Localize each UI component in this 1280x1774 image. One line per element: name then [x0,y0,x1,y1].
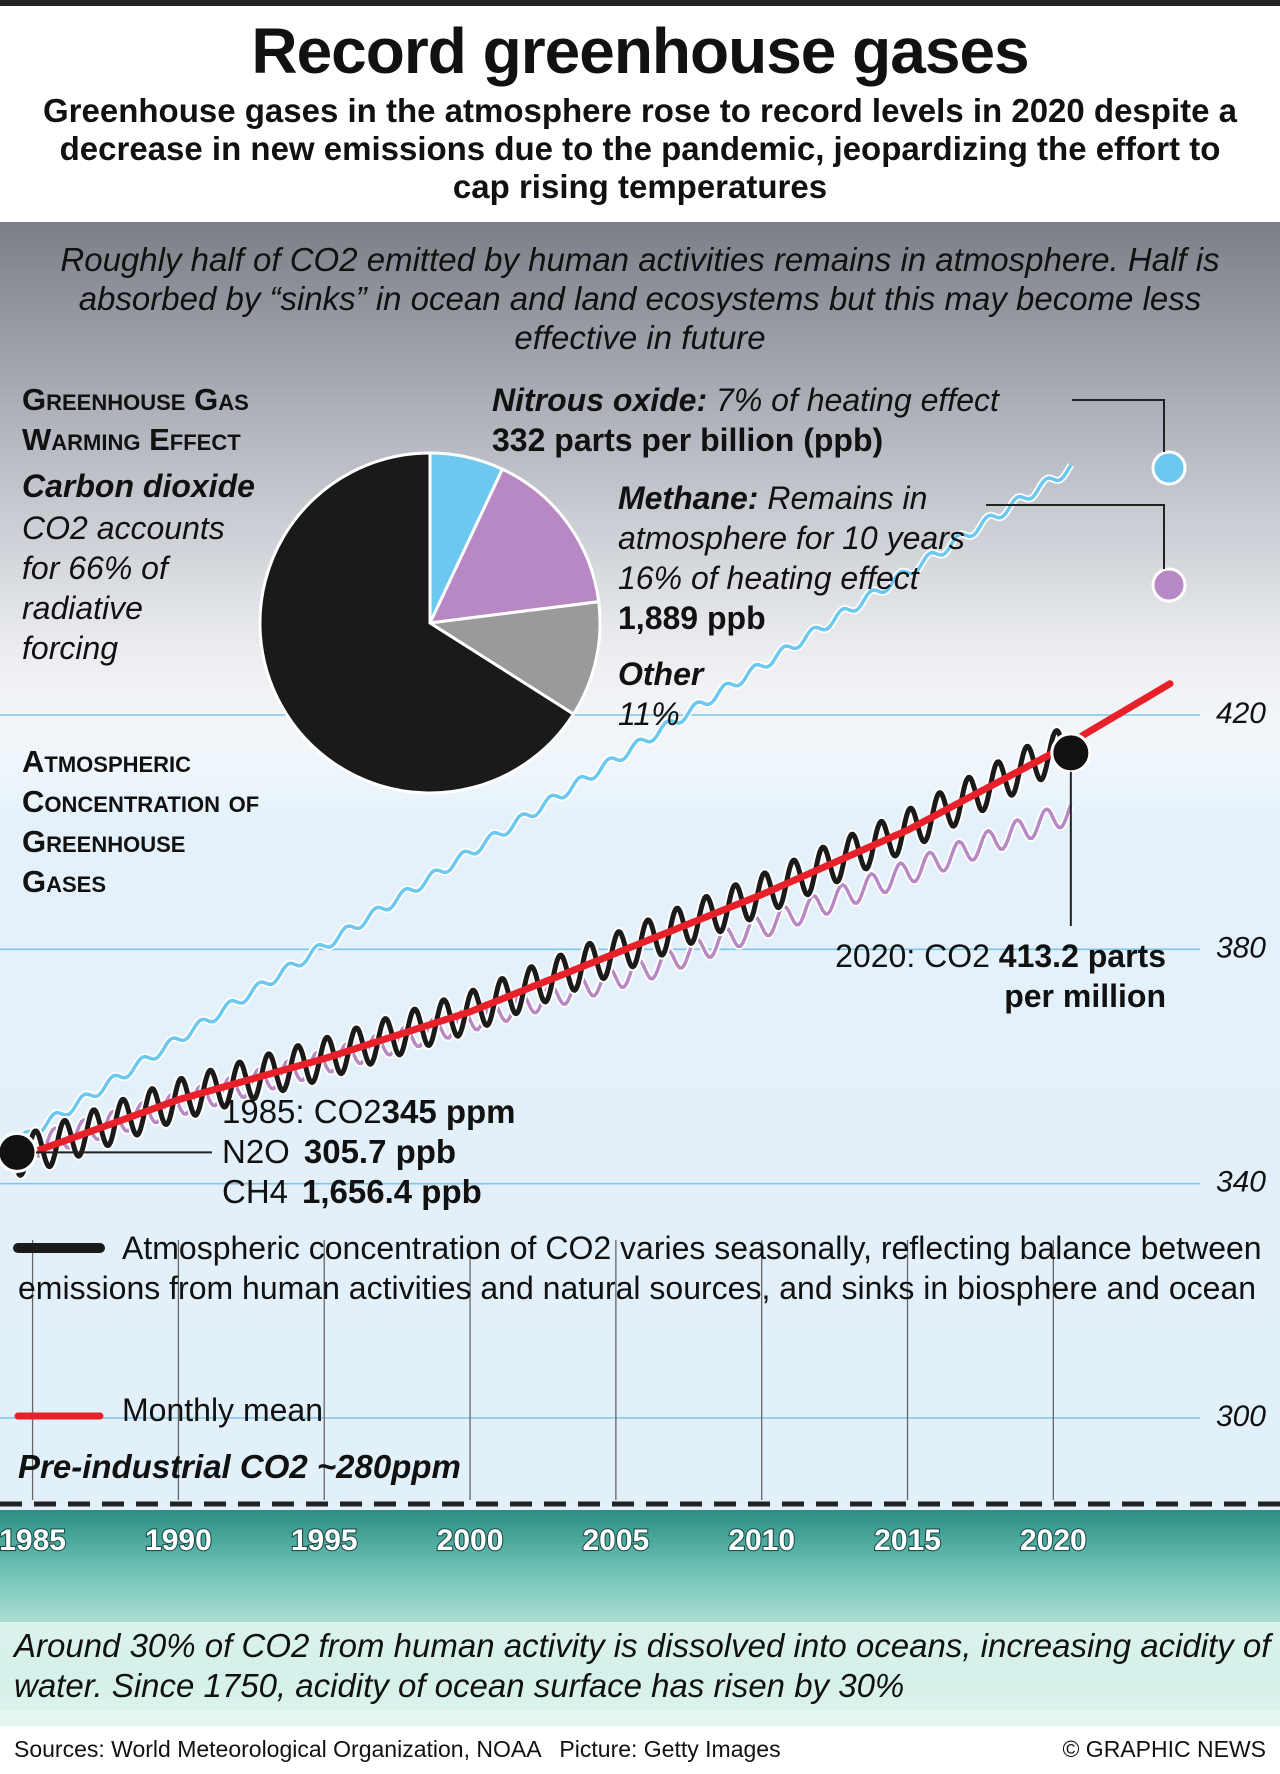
annotation-1985-ch4-prefix: CH4 [222,1173,289,1210]
n2o-line [19,464,1073,1139]
other-value: 11% [618,696,680,732]
y-tick-label: 300 [1216,1400,1266,1433]
annotation-2020-prefix: 2020: CO2 [835,938,999,974]
x-tick-label: 2010 [728,1524,795,1557]
legend-mean: Monthly mean [18,1392,323,1429]
y-axis-ticks: 300 340 380 420 [1216,697,1266,1433]
intro-text: Roughly half of CO2 emitted by human act… [60,241,1220,356]
pie-slice-carbon-dioxide [258,451,576,795]
ch4-desc-line: atmosphere for 10 years [618,520,965,556]
annotation-2020-value: 413.2 parts [998,938,1166,974]
other-label: Other 11% [618,654,703,734]
pie-heading: Greenhouse Gas Warming Effect [22,380,249,460]
footer-panel [0,1728,1280,1774]
co2-monthly-mean-line [14,680,1174,1159]
x-tick-label: 1995 [291,1524,358,1557]
co2-desc-line: CO2 accounts [22,510,225,546]
y-tick-label: 340 [1216,1166,1266,1199]
n2o-label: Nitrous oxide: 7% of heating effect 332 … [492,380,999,460]
x-tick-label: 1985 [0,1524,66,1557]
legend-seasonal-text: Atmospheric concentration of CO2 varies … [18,1230,1262,1306]
pie-slice-other [425,600,602,717]
leader-lines [36,399,1165,1154]
co2-2020-marker [1050,732,1092,774]
sources-credit: Sources: World Meteorological Organizati… [14,1736,781,1762]
n2o-end-marker [1151,450,1187,486]
annotation-1985-n2o-prefix: N2O [222,1133,290,1170]
top-rule [0,0,1280,6]
annotation-2020: 2020: CO2 413.2 parts per million [800,936,1166,1016]
pie-heading-line2: Warming Effect [22,422,241,457]
pie-heading-line1: Greenhouse Gas [22,382,249,417]
co2-1985-marker [0,1131,38,1173]
x-axis-ticks: 1985 1990 1995 2000 2005 2010 2015 2020 [0,1523,1088,1558]
ocean-caption: Around 30% of CO2 from human activity is… [14,1627,1271,1704]
ch4-leader-line [986,504,1165,569]
pie-chart [258,451,602,795]
ch4-desc-line: 16% of heating effect [618,560,919,596]
concentration-heading: Atmospheric Concentration of Greenhouse … [22,742,259,902]
header: Record greenhouse gases Greenhouse gases… [0,0,1280,220]
annotation-1985-co2-value: 345 ppm [381,1093,516,1130]
annotation-1985: 1985: CO2 345 ppm N2O 305.7 ppb CH4 1,65… [222,1092,516,1212]
legend-seasonal: Atmospheric concentration of CO2 varies … [18,1228,1268,1308]
other-name: Other [618,656,704,692]
n2o-leader-line [1072,399,1165,452]
n2o-value: 332 parts per billion (ppb) [492,422,884,458]
x-tick-label: 2020 [1020,1524,1087,1557]
annotation-1985-co2-prefix: 1985: CO2 [222,1093,382,1130]
page-title: Record greenhouse gases [251,15,1029,87]
annotation-2020-value: per million [1004,978,1166,1014]
annotation-1985-ch4-value: 1,656.4 ppb [302,1173,482,1210]
x-tick-label: 2015 [874,1524,941,1557]
concentration-heading-line: Atmospheric [22,744,192,779]
concentration-heading-line: Greenhouse [22,824,186,859]
x-tick-label: 1990 [145,1524,212,1557]
copyright-credit: © GRAPHIC NEWS [1062,1736,1266,1762]
pie-co2-description: CO2 accounts for 66% of radiative forcin… [22,508,262,668]
concentration-heading-line: Gases [22,864,107,899]
line-chart [0,450,1187,1180]
x-tick-label: 2000 [437,1524,504,1557]
ch4-end-marker [1151,567,1187,603]
y-tick-label: 420 [1216,697,1266,730]
co2-desc-line: forcing [22,630,119,666]
ch4-desc-line: Remains in [758,480,928,516]
ch4-name: Methane: [618,480,759,516]
pie-co2-label: Carbon dioxide [22,468,255,504]
annotation-1985-n2o-value: 305.7 ppb [303,1133,457,1170]
y-tick-label: 380 [1216,931,1266,964]
n2o-name: Nitrous oxide: [492,382,708,418]
chart-grid [0,714,1200,1500]
sky-background [0,222,1280,782]
x-tick-label: 2005 [582,1524,649,1557]
concentration-heading-line: Concentration of [22,784,260,819]
co2-desc-line: for 66% of [22,550,168,586]
n2o-desc: 7% of heating effect [707,382,999,418]
pre-industrial-label: Pre-industrial CO2 ~280ppm [18,1448,461,1485]
legend-mean-text: Monthly mean [122,1392,323,1428]
co2-seasonal-line [15,728,1076,1178]
ch4-value: 1,889 ppb [618,600,766,636]
page-subtitle: Greenhouse gases in the atmosphere rose … [43,92,1237,205]
co2-desc-line: radiative [22,590,143,626]
ocean-caption-panel [0,1622,1280,1726]
ch4-label: Methane: Remains in atmosphere for 10 ye… [618,478,965,638]
pie-slice-methane [427,467,601,625]
